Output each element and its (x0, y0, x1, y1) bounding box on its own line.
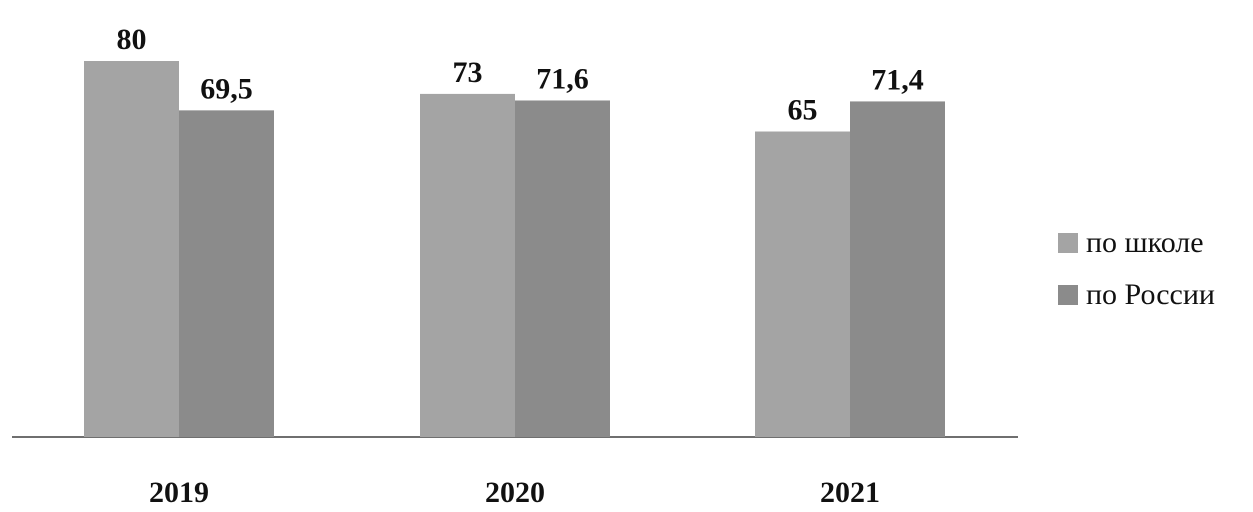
data-label: 71,6 (536, 62, 589, 95)
bar-school-2019 (84, 61, 179, 437)
bar-russia-2019 (179, 110, 274, 437)
data-label: 80 (117, 23, 147, 56)
legend-swatch-school (1058, 233, 1078, 253)
data-label: 69,5 (200, 72, 253, 105)
bar-russia-2020 (515, 100, 610, 437)
data-label: 73 (453, 56, 483, 89)
legend-label-russia: по России (1086, 278, 1215, 311)
legend-item-russia: по России (1058, 274, 1215, 316)
x-tick-label: 2021 (820, 476, 880, 509)
data-label: 65 (788, 94, 818, 127)
x-tick-label: 2019 (149, 476, 209, 509)
bar-russia-2021 (850, 101, 945, 438)
data-label: 71,4 (871, 63, 924, 96)
bar-school-2020 (420, 93, 515, 438)
bar-school-2021 (755, 131, 850, 437)
legend-swatch-russia (1058, 285, 1078, 305)
legend-label-school: по школе (1086, 226, 1204, 259)
legend-item-school: по школе (1058, 222, 1215, 264)
x-tick-label: 2020 (485, 476, 545, 509)
legend: по школе по России (1058, 222, 1215, 326)
